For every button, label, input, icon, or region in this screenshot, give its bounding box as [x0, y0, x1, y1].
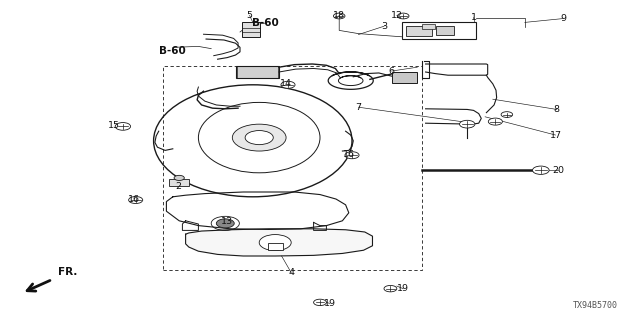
Text: FR.: FR. [58, 267, 77, 277]
Text: 7: 7 [355, 103, 362, 112]
Bar [406, 26, 432, 36]
Circle shape [216, 219, 234, 228]
Circle shape [129, 196, 143, 204]
Text: B-60: B-60 [159, 45, 186, 56]
Text: 14: 14 [280, 79, 292, 88]
Circle shape [460, 120, 475, 128]
Bar [169, 179, 189, 186]
Circle shape [115, 123, 131, 130]
Circle shape [345, 152, 359, 159]
Text: 13: 13 [221, 217, 232, 226]
Bar [237, 66, 278, 78]
Circle shape [532, 166, 549, 174]
Circle shape [245, 131, 273, 145]
Circle shape [501, 112, 513, 117]
Text: 15: 15 [108, 121, 120, 130]
Bar [392, 72, 417, 83]
Text: B-60: B-60 [252, 18, 279, 28]
Text: 18: 18 [333, 11, 345, 20]
Text: 17: 17 [550, 131, 561, 140]
Text: 16: 16 [129, 195, 140, 204]
Circle shape [281, 81, 295, 88]
Text: 3: 3 [381, 22, 387, 31]
Bar [422, 24, 435, 29]
Text: 12: 12 [391, 11, 403, 20]
Text: 9: 9 [560, 14, 566, 23]
Bar [268, 243, 283, 250]
Bar [163, 66, 422, 270]
Text: 5: 5 [246, 11, 253, 20]
Circle shape [174, 175, 184, 180]
Bar [402, 22, 476, 39]
Text: 4: 4 [288, 268, 294, 277]
Circle shape [314, 299, 326, 306]
Text: 19: 19 [324, 299, 335, 308]
Circle shape [259, 235, 291, 251]
Text: 2: 2 [175, 182, 181, 191]
Text: 8: 8 [554, 105, 560, 114]
Circle shape [232, 124, 286, 151]
Text: 20: 20 [552, 166, 564, 175]
Text: 16: 16 [343, 150, 355, 159]
Circle shape [488, 118, 502, 125]
Text: 1: 1 [470, 13, 477, 22]
Text: TX94B5700: TX94B5700 [573, 301, 618, 310]
Circle shape [397, 13, 409, 19]
Bar [242, 22, 260, 37]
Text: 19: 19 [397, 284, 409, 293]
Text: 6: 6 [388, 67, 395, 76]
Circle shape [384, 285, 397, 292]
Bar [236, 66, 279, 78]
Circle shape [333, 13, 345, 19]
Polygon shape [186, 229, 372, 256]
Bar [436, 26, 454, 35]
